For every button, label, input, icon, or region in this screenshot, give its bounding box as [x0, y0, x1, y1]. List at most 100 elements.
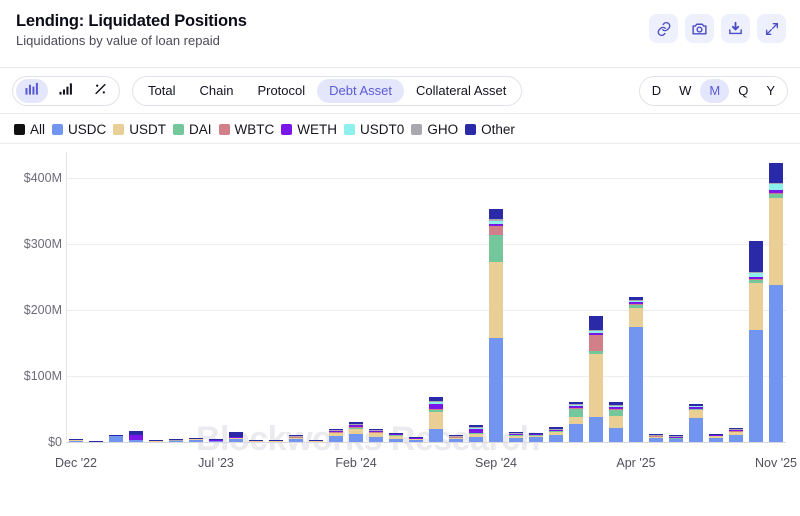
bar-column[interactable]: [489, 144, 503, 442]
period-tab-y[interactable]: Y: [766, 83, 775, 98]
bar-segment-usdt0: [489, 220, 503, 224]
bar-column[interactable]: [189, 144, 203, 442]
bar-column[interactable]: [69, 144, 83, 442]
legend-item-dai[interactable]: DAI: [173, 122, 212, 137]
bar-column[interactable]: [669, 144, 683, 442]
legend-item-other[interactable]: Other: [465, 122, 515, 137]
bar-column[interactable]: [609, 144, 623, 442]
bar-column[interactable]: [629, 144, 643, 442]
bar-column[interactable]: [569, 144, 583, 442]
bar-segment-weth: [549, 429, 563, 431]
bar-column[interactable]: [269, 144, 283, 442]
bar-segment-usdc: [349, 434, 363, 442]
bar-segment-gho: [769, 182, 783, 185]
bar-segment-weth: [229, 436, 243, 438]
bar-segment-usdt: [409, 439, 423, 441]
legend-item-wbtc[interactable]: WBTC: [218, 122, 274, 137]
legend-swatch-icon: [465, 123, 477, 135]
dimension-tab-chain[interactable]: Chain: [199, 83, 234, 98]
bar-column[interactable]: [549, 144, 563, 442]
expand-icon-button[interactable]: [757, 14, 786, 43]
download-icon-button[interactable]: [721, 14, 750, 43]
bar-column[interactable]: [209, 144, 223, 442]
bar-column[interactable]: [369, 144, 383, 442]
legend-item-usdt0[interactable]: USDT0: [344, 122, 404, 137]
legend-item-usdc[interactable]: USDC: [52, 122, 106, 137]
bar-column[interactable]: [529, 144, 543, 442]
bar-segment-other: [349, 422, 363, 425]
bar-column[interactable]: [169, 144, 183, 442]
bar-segment-other: [169, 439, 183, 441]
bar-segment-usdt0: [749, 272, 763, 277]
bar-segment-weth: [629, 301, 643, 304]
bar-column[interactable]: [309, 144, 323, 442]
bar-column[interactable]: [509, 144, 523, 442]
period-tab-q[interactable]: Q: [738, 83, 749, 98]
bar-column[interactable]: [429, 144, 443, 442]
bar-segment-usdt: [369, 433, 383, 437]
period-tab-d[interactable]: D: [651, 83, 662, 98]
bar-column[interactable]: [649, 144, 663, 442]
period-tab-w[interactable]: W: [679, 83, 692, 98]
legend-label: WETH: [297, 121, 338, 137]
chart-toolbar: Total Chain Protocol Debt Asset Collater…: [0, 68, 800, 114]
bar-column[interactable]: [769, 144, 783, 442]
bar-column[interactable]: [349, 144, 363, 442]
dimension-tab-collateral-asset[interactable]: Collateral Asset: [416, 83, 507, 98]
bar-series-container: [0, 144, 800, 516]
bar-column[interactable]: [229, 144, 243, 442]
bar-column[interactable]: [449, 144, 463, 442]
bar-segment-usdt: [569, 416, 583, 424]
bar-column[interactable]: [149, 144, 163, 442]
bar-column[interactable]: [589, 144, 603, 442]
percent-chart-icon-button[interactable]: [84, 79, 116, 103]
bar-segment-other: [409, 436, 423, 438]
bar-chart-icon-button[interactable]: [16, 78, 48, 103]
bar-segment-usdc: [469, 436, 483, 442]
bar-column[interactable]: [129, 144, 143, 442]
bar-segment-other: [649, 434, 663, 436]
card-header: Lending: Liquidated Positions Liquidatio…: [0, 0, 800, 68]
legend-item-usdt[interactable]: USDT: [113, 122, 166, 137]
link-icon-button[interactable]: [649, 14, 678, 43]
camera-icon-button[interactable]: [685, 14, 714, 43]
bar-segment-dai: [489, 235, 503, 263]
dimension-tab-debt-asset[interactable]: Debt Asset: [317, 78, 405, 103]
legend-swatch-icon: [14, 123, 25, 135]
period-tab-m[interactable]: M: [700, 78, 730, 103]
legend-item-weth[interactable]: WETH: [281, 122, 337, 137]
bar-segment-usdc: [709, 438, 723, 442]
bar-segment-usdc: [149, 441, 163, 442]
bar-column[interactable]: [289, 144, 303, 442]
dimension-tab-protocol[interactable]: Protocol: [257, 83, 306, 98]
dimension-tab-total[interactable]: Total: [148, 83, 176, 98]
bar-column[interactable]: [729, 144, 743, 442]
bar-column[interactable]: [389, 144, 403, 442]
bar-column[interactable]: [89, 144, 103, 442]
bar-segment-usdt: [609, 416, 623, 428]
column-chart-icon-button[interactable]: [50, 79, 82, 103]
bar-segment-other: [389, 432, 403, 434]
bar-column[interactable]: [749, 144, 763, 442]
bar-segment-weth: [589, 332, 603, 336]
y-axis-tick-label: $0: [48, 435, 62, 449]
bar-segment-gho: [689, 405, 703, 407]
bar-column[interactable]: [249, 144, 263, 442]
bar-segment-other: [689, 403, 703, 406]
bar-column[interactable]: [409, 144, 423, 442]
bar-segment-dai: [609, 410, 623, 417]
bar-column[interactable]: [709, 144, 723, 442]
bar-segment-other: [89, 440, 103, 442]
legend-item-all[interactable]: All: [14, 122, 45, 137]
bar-column[interactable]: [689, 144, 703, 442]
legend-item-gho[interactable]: GHO: [411, 122, 458, 137]
bar-segment-other: [309, 439, 323, 441]
bar-segment-usdt: [429, 411, 443, 429]
bar-segment-other: [289, 435, 303, 437]
y-axis-tick-label: $100M: [23, 369, 62, 384]
bar-column[interactable]: [329, 144, 343, 442]
bar-column[interactable]: [469, 144, 483, 442]
bar-column[interactable]: [109, 144, 123, 442]
bar-segment-weth: [609, 406, 623, 409]
bar-segment-other: [509, 431, 523, 433]
